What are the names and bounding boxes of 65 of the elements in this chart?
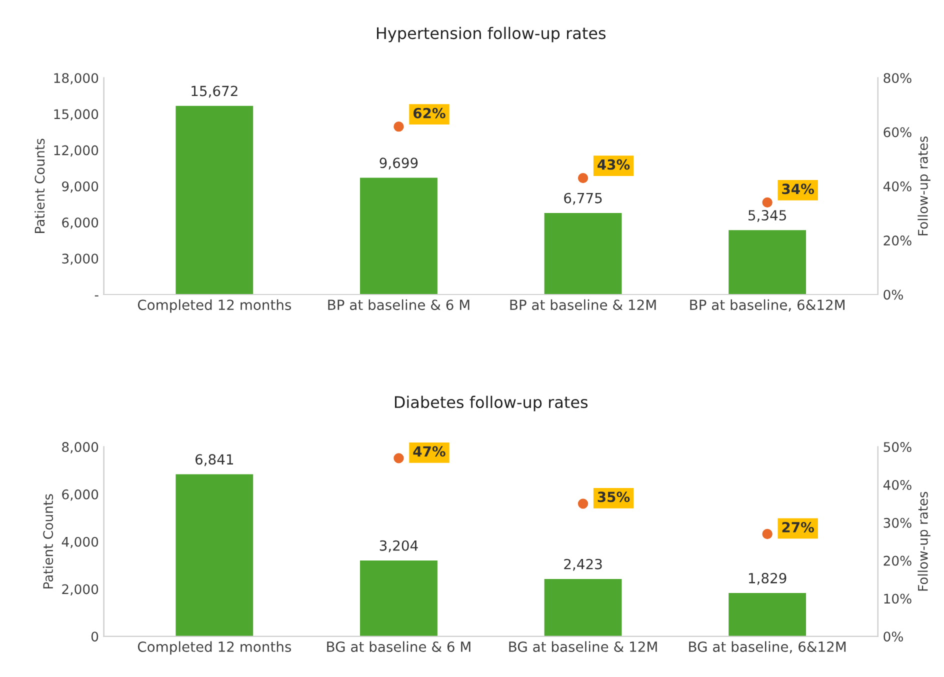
x-tick-label: BP at baseline & 6 M bbox=[328, 299, 470, 310]
bar bbox=[360, 560, 438, 636]
y-tick-label: 8,000 bbox=[62, 442, 98, 454]
data-label: 6,841 bbox=[196, 454, 234, 466]
bar bbox=[728, 230, 806, 294]
y2-tick-label: 40% bbox=[883, 480, 912, 490]
bar bbox=[176, 474, 254, 636]
point bbox=[762, 197, 772, 208]
y2-tick-label: 10% bbox=[884, 594, 912, 604]
x-tick-label: BG at baseline & 12M bbox=[509, 641, 657, 652]
y2-tick-label: 20% bbox=[884, 236, 912, 246]
data-label: 3,204 bbox=[380, 540, 418, 552]
y2-axis-title: Follow-up rates bbox=[918, 136, 930, 236]
y-tick-label: 4,000 bbox=[62, 536, 98, 548]
data-label: 5,345 bbox=[748, 210, 786, 222]
y-axis-title: Patient Counts bbox=[42, 494, 54, 588]
x-tick-label: BP at baseline, 6&12M bbox=[690, 299, 844, 312]
bar bbox=[360, 178, 438, 294]
y-tick-label: 0 bbox=[91, 632, 98, 642]
x-tick-label: BP at baseline & 12M bbox=[510, 299, 656, 310]
data-label: 27% bbox=[782, 522, 814, 532]
y-tick-label: 3,000 bbox=[62, 254, 98, 265]
point bbox=[394, 453, 404, 464]
data-label: 47% bbox=[413, 446, 446, 457]
data-label: 6,775 bbox=[564, 192, 602, 205]
bar bbox=[544, 578, 622, 636]
y-tick-label: 9,000 bbox=[62, 181, 98, 193]
x-tick-label: BG at baseline, 6&12M bbox=[689, 641, 846, 654]
chart-title: Diabetes follow-up rates bbox=[394, 396, 588, 412]
y-tick-label: 6,000 bbox=[62, 489, 98, 501]
y-tick-label: 2,000 bbox=[62, 584, 98, 596]
y2-tick-label: 20% bbox=[884, 556, 912, 566]
y-tick-label: 15,000 bbox=[54, 109, 98, 121]
point bbox=[578, 172, 588, 184]
y2-tick-label: 0% bbox=[884, 290, 903, 300]
data-label: 15,672 bbox=[192, 86, 238, 98]
y2-tick-label: 50% bbox=[884, 442, 912, 452]
y2-tick-label: 40% bbox=[883, 181, 912, 192]
y-tick-label: 12,000 bbox=[54, 145, 98, 157]
x-tick-label: BG at baseline & 6 M bbox=[327, 641, 470, 652]
data-label: 2,423 bbox=[564, 558, 602, 571]
data-label: 9,699 bbox=[380, 158, 418, 170]
point bbox=[762, 528, 772, 540]
y-tick-label: - bbox=[94, 295, 98, 296]
x-tick-label: Completed 12 months bbox=[138, 299, 292, 313]
y-axis-title: Patient Counts bbox=[34, 138, 45, 233]
data-label: 35% bbox=[598, 492, 630, 502]
chart-title: Hypertension follow-up rates bbox=[376, 26, 606, 42]
y2-tick-label: 30% bbox=[884, 518, 912, 528]
bar bbox=[544, 212, 622, 294]
y2-tick-label: 80% bbox=[884, 73, 912, 84]
data-label: 34% bbox=[782, 184, 814, 194]
y2-axis-title: Follow-up rates bbox=[918, 492, 930, 591]
y2-tick-label: 60% bbox=[884, 127, 912, 138]
point bbox=[578, 498, 588, 509]
bar bbox=[176, 106, 254, 294]
y2-tick-label: 0% bbox=[884, 632, 903, 642]
data-label: 62% bbox=[413, 108, 446, 118]
point bbox=[394, 122, 404, 132]
bar bbox=[728, 593, 806, 636]
y-tick-label: 6,000 bbox=[62, 218, 98, 229]
data-label: 43% bbox=[598, 159, 630, 170]
y-tick-label: 18,000 bbox=[54, 73, 98, 84]
x-tick-label: Completed 12 months bbox=[138, 641, 292, 655]
data-label: 1,829 bbox=[748, 572, 786, 585]
